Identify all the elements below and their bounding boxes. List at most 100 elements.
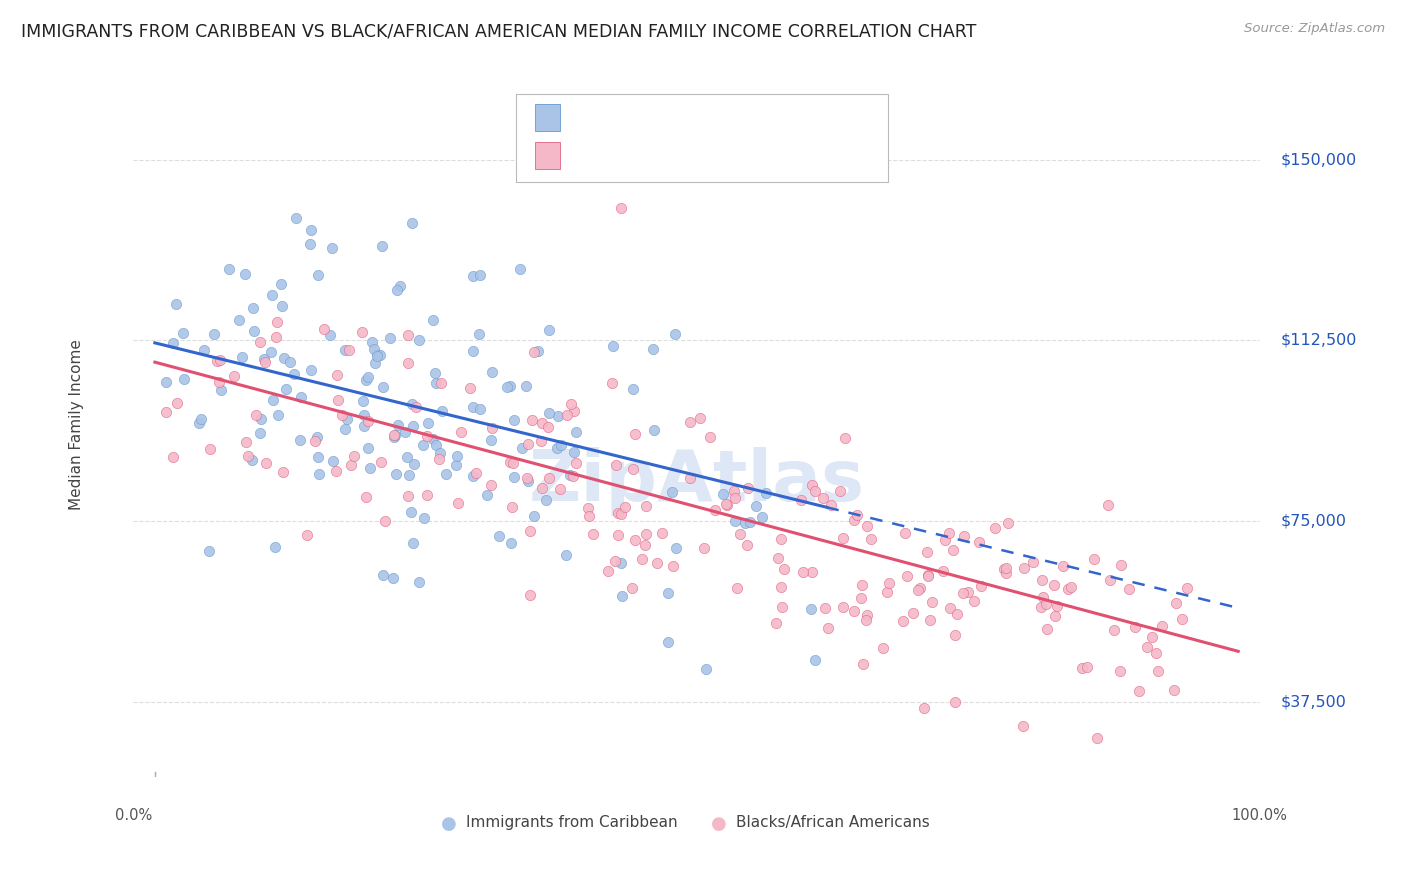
Point xyxy=(803,483,825,498)
Point xyxy=(262,393,284,408)
Point xyxy=(1031,573,1053,587)
Point xyxy=(1012,719,1035,733)
Point xyxy=(1012,561,1035,575)
Point xyxy=(260,344,283,359)
Point xyxy=(371,239,394,253)
Point xyxy=(1102,623,1125,637)
Text: Blacks/African Americans: Blacks/African Americans xyxy=(735,815,929,830)
Point xyxy=(564,445,586,459)
Point xyxy=(725,581,748,595)
Point xyxy=(425,438,447,452)
Text: 100.0%: 100.0% xyxy=(1232,808,1288,823)
Point xyxy=(359,461,381,475)
Point xyxy=(1171,612,1194,626)
Point xyxy=(962,594,984,608)
Point xyxy=(645,556,668,570)
Point xyxy=(942,543,965,558)
Point xyxy=(970,579,993,593)
Text: Median Family Income: Median Family Income xyxy=(69,339,84,510)
Point xyxy=(368,348,391,362)
Point xyxy=(519,524,541,539)
Point xyxy=(1166,596,1188,610)
Point xyxy=(547,409,569,424)
Point xyxy=(325,464,347,478)
Point xyxy=(770,580,793,594)
Text: N =: N = xyxy=(711,145,755,165)
Point xyxy=(546,441,568,455)
Point xyxy=(769,532,792,546)
Point xyxy=(531,417,554,431)
Point xyxy=(534,492,557,507)
Point xyxy=(1046,599,1069,614)
Point xyxy=(932,565,955,579)
Point xyxy=(768,550,790,565)
Point xyxy=(1140,630,1163,644)
Point xyxy=(209,384,232,398)
Point xyxy=(531,481,554,495)
Point xyxy=(354,490,377,504)
FancyBboxPatch shape xyxy=(516,94,889,182)
Point xyxy=(322,454,344,468)
Point xyxy=(430,376,453,390)
Point xyxy=(651,525,673,540)
Point xyxy=(495,380,517,394)
Point xyxy=(401,216,423,230)
Point xyxy=(565,456,588,470)
Point xyxy=(284,211,307,225)
Point xyxy=(337,343,360,357)
Point xyxy=(276,383,298,397)
Point xyxy=(606,527,628,541)
Point xyxy=(465,466,488,480)
Text: 200: 200 xyxy=(756,145,797,165)
Point xyxy=(969,535,991,549)
Point xyxy=(523,508,546,523)
Point xyxy=(699,430,721,444)
Point xyxy=(353,408,375,422)
Point xyxy=(538,471,561,485)
Point xyxy=(1022,555,1045,569)
Point xyxy=(207,354,229,368)
Point xyxy=(308,467,330,481)
Point xyxy=(266,315,288,329)
Point xyxy=(381,571,404,585)
Point xyxy=(830,483,852,498)
Point xyxy=(352,394,374,409)
Text: ●: ● xyxy=(441,815,457,833)
Point xyxy=(166,396,188,410)
Point xyxy=(915,545,938,559)
Point xyxy=(356,373,378,387)
Point xyxy=(993,562,1015,576)
Point xyxy=(366,347,388,361)
Point xyxy=(738,516,761,530)
Text: -0.837: -0.837 xyxy=(614,145,678,165)
Text: Immigrants from Caribbean: Immigrants from Caribbean xyxy=(465,815,678,830)
Point xyxy=(270,277,292,291)
Point xyxy=(202,327,225,342)
Point xyxy=(307,450,329,464)
Point xyxy=(997,516,1019,530)
Point xyxy=(395,450,418,464)
Point xyxy=(893,526,915,541)
Point xyxy=(693,541,716,555)
Point xyxy=(254,355,277,369)
Point xyxy=(479,478,502,492)
Point xyxy=(307,268,329,282)
Point xyxy=(994,561,1017,575)
Point xyxy=(352,325,374,339)
Point xyxy=(943,628,966,642)
Point xyxy=(209,352,232,367)
Point xyxy=(609,201,631,215)
Point xyxy=(356,441,378,455)
Point xyxy=(357,369,380,384)
Point xyxy=(523,345,546,359)
Point xyxy=(636,526,658,541)
Point xyxy=(1076,660,1098,674)
Point xyxy=(1109,665,1132,679)
Point xyxy=(401,397,423,411)
Point xyxy=(877,576,900,591)
Point xyxy=(396,356,419,370)
Point xyxy=(845,508,868,522)
Point xyxy=(460,381,482,395)
Point xyxy=(278,355,301,369)
Point xyxy=(792,566,814,580)
